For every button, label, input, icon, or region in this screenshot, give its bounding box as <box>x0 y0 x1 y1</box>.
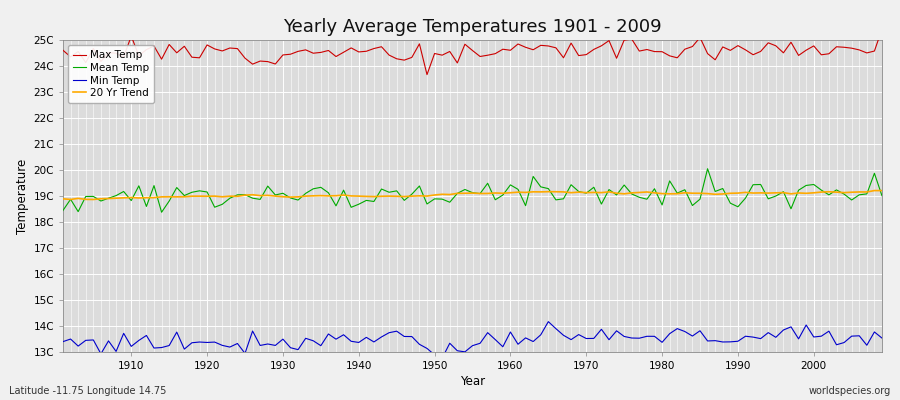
Min Temp <box>543 319 553 324</box>
Max Temp <box>513 42 524 46</box>
Line: Max Temp: Max Temp <box>63 29 882 75</box>
Mean Temp <box>505 182 516 187</box>
20 Yr Trend <box>505 190 516 195</box>
Min Temp <box>118 331 129 336</box>
Mean Temp <box>702 166 713 171</box>
Line: 20 Yr Trend: 20 Yr Trend <box>63 190 882 200</box>
Max Temp <box>58 48 68 53</box>
Line: Mean Temp: Mean Temp <box>63 169 882 212</box>
Mean Temp <box>604 187 615 192</box>
20 Yr Trend <box>513 190 524 194</box>
Max Temp <box>877 27 887 32</box>
Min Temp <box>330 337 341 342</box>
Mean Temp <box>292 198 303 202</box>
20 Yr Trend <box>338 193 349 198</box>
20 Yr Trend <box>58 196 68 201</box>
Min Temp <box>513 342 524 347</box>
Line: Min Temp: Min Temp <box>63 322 882 358</box>
Mean Temp <box>513 187 524 192</box>
Min Temp <box>436 356 447 361</box>
Max Temp <box>421 72 432 77</box>
Legend: Max Temp, Mean Temp, Min Temp, 20 Yr Trend: Max Temp, Mean Temp, Min Temp, 20 Yr Tre… <box>68 45 155 104</box>
Min Temp <box>58 339 68 344</box>
Max Temp <box>604 38 615 43</box>
X-axis label: Year: Year <box>460 375 485 388</box>
20 Yr Trend <box>869 188 880 193</box>
Min Temp <box>611 328 622 333</box>
Max Temp <box>330 54 341 59</box>
20 Yr Trend <box>604 190 615 194</box>
Mean Temp <box>118 189 129 194</box>
Min Temp <box>505 330 516 334</box>
20 Yr Trend <box>126 195 137 200</box>
Min Temp <box>285 345 296 350</box>
Mean Temp <box>338 188 349 192</box>
Mean Temp <box>157 210 167 215</box>
20 Yr Trend <box>88 197 99 202</box>
Text: Latitude -11.75 Longitude 14.75: Latitude -11.75 Longitude 14.75 <box>9 386 166 396</box>
Max Temp <box>285 52 296 57</box>
Mean Temp <box>58 208 68 213</box>
Y-axis label: Temperature: Temperature <box>16 158 29 234</box>
20 Yr Trend <box>292 194 303 199</box>
Min Temp <box>877 336 887 340</box>
Text: worldspecies.org: worldspecies.org <box>809 386 891 396</box>
Max Temp <box>118 55 129 60</box>
Max Temp <box>505 48 516 53</box>
20 Yr Trend <box>877 188 887 193</box>
Title: Yearly Average Temperatures 1901 - 2009: Yearly Average Temperatures 1901 - 2009 <box>284 18 662 36</box>
Mean Temp <box>877 194 887 198</box>
